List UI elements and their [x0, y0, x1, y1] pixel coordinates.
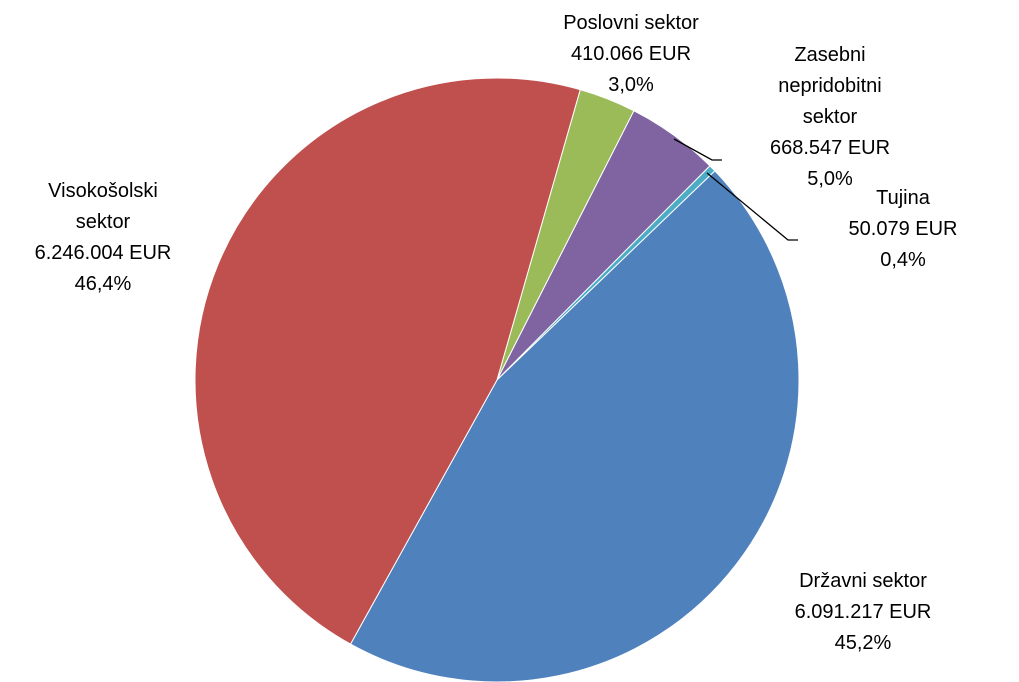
amount-label: 668.547 EUR: [769, 137, 891, 159]
data-label: Tujina 50.079 EUR 0,4%: [845, 183, 961, 276]
category-label: Zasebni nepridobitni sektor: [778, 44, 882, 128]
category-label: Državni sektor: [799, 570, 927, 592]
amount-label: 6.091.217 EUR: [794, 601, 932, 623]
data-label: Poslovni sektor 410.066 EUR 3,0%: [563, 8, 699, 101]
percent-label: 0,4%: [880, 249, 926, 271]
pie-slice: [194, 77, 581, 645]
percent-label: 5,0%: [807, 168, 853, 190]
percent-label: 46,4%: [74, 273, 132, 295]
leader-line: [673, 138, 722, 161]
data-label: Zasebni nepridobitni sektor 668.547 EUR 5,…: [770, 40, 890, 195]
leader-line: [706, 172, 798, 241]
data-label: Državni sektor 6.091.217 EUR 45,2%: [795, 566, 932, 659]
category-label: Visokošolski sektor: [48, 180, 158, 233]
pie-slice: [349, 170, 800, 682]
percent-label: 45,2%: [834, 632, 892, 654]
amount-label: 50.079 EUR: [848, 218, 958, 240]
amount-label: 6.246.004 EUR: [34, 242, 172, 264]
category-label: Poslovni sektor: [563, 12, 699, 34]
percent-label: 3,0%: [608, 74, 654, 96]
category-label: Tujina: [876, 187, 930, 209]
amount-label: 410.066 EUR: [570, 43, 692, 65]
pie: [194, 77, 800, 682]
data-label: Visokošolski sektor 6.246.004 EUR 46,4%: [35, 176, 172, 300]
